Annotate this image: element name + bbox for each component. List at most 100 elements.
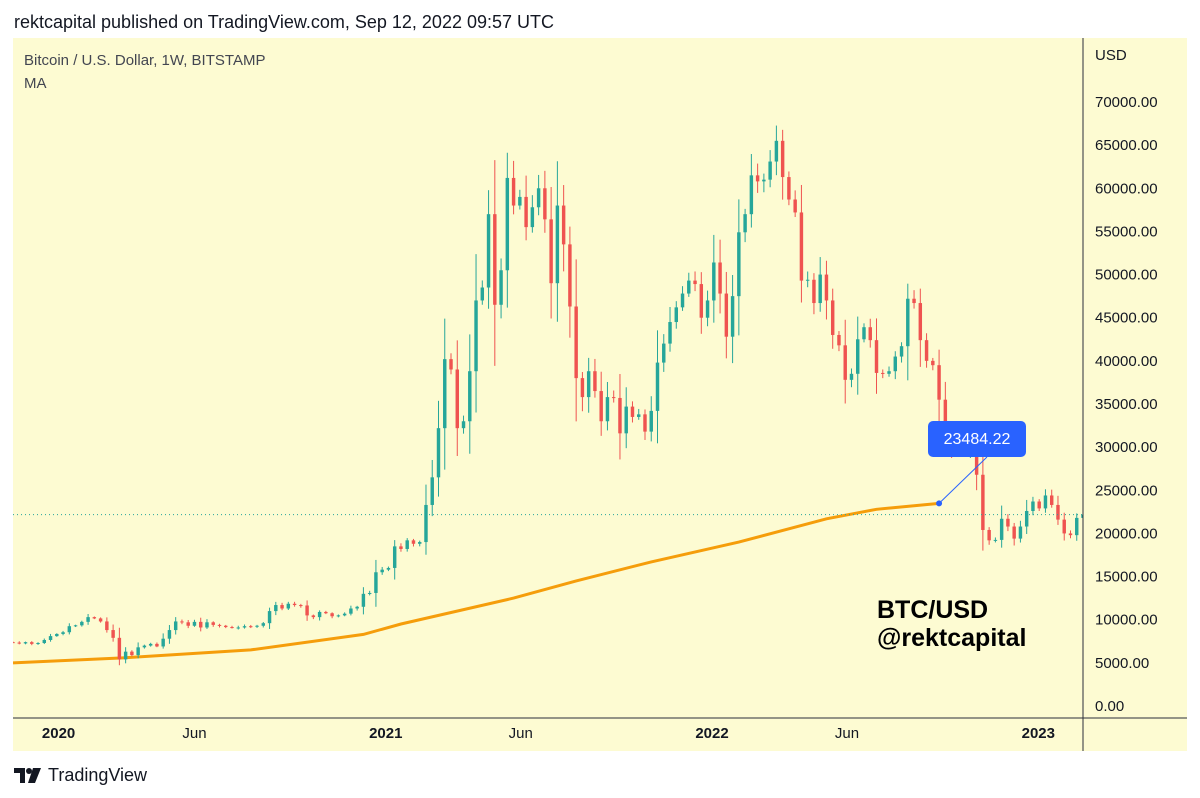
candle — [893, 351, 898, 380]
candle — [918, 288, 923, 367]
candle — [511, 160, 516, 215]
candle-body — [680, 293, 685, 308]
candle — [1031, 496, 1035, 516]
tradingview-footer[interactable]: TradingView — [14, 763, 147, 787]
candle — [499, 258, 503, 319]
candle — [718, 239, 722, 314]
candle — [67, 623, 72, 635]
candle — [436, 400, 441, 497]
candle — [493, 160, 497, 366]
candle — [505, 152, 510, 308]
candle-body — [474, 300, 478, 372]
candle — [242, 624, 247, 629]
candle-body — [499, 270, 503, 305]
price-axis-panel[interactable] — [1083, 38, 1187, 751]
candle — [330, 612, 334, 619]
candle — [474, 254, 478, 413]
candle-body — [317, 611, 322, 618]
candle — [931, 357, 935, 371]
candle-body — [762, 179, 766, 182]
callout-anchor-dot — [936, 500, 943, 507]
candle — [906, 283, 910, 381]
candle-body — [399, 546, 403, 549]
candle-body — [999, 518, 1004, 540]
candle-body — [924, 340, 929, 361]
candle-body — [693, 280, 697, 285]
candle-body — [261, 623, 266, 626]
candle-body — [349, 608, 353, 614]
candle — [361, 587, 366, 615]
watermark-author: @rektcapital — [877, 624, 1026, 652]
candle — [336, 614, 341, 618]
candle — [167, 625, 172, 644]
time-tick-label: 2023 — [1022, 725, 1055, 742]
candle-body — [86, 617, 90, 622]
candle-body — [336, 615, 341, 617]
candle — [987, 527, 991, 545]
candle-body — [130, 651, 134, 656]
candle-body — [330, 613, 334, 617]
candle-body — [1068, 533, 1073, 536]
candle-body — [480, 287, 485, 301]
ma-value-callout[interactable] — [928, 421, 1026, 457]
candle — [1068, 530, 1073, 539]
price-unit-label: USD — [1095, 47, 1127, 64]
candle — [17, 641, 21, 645]
candle-body — [586, 371, 591, 398]
symbol-title[interactable]: Bitcoin / U.S. Dollar, 1W, BITSTAMP — [24, 52, 266, 69]
candle — [136, 642, 140, 659]
candle-body — [1024, 510, 1029, 527]
candle-body — [286, 603, 291, 609]
ma-value-text: 23484.22 — [944, 431, 1011, 448]
candle — [274, 601, 278, 616]
price-tick-label: 60000.00 — [1095, 180, 1158, 197]
candle-body — [862, 327, 866, 340]
candle-body — [843, 345, 847, 380]
candle-body — [524, 196, 528, 228]
candle-body — [768, 161, 772, 180]
candle — [599, 371, 603, 436]
candle-body — [443, 359, 447, 429]
candle — [211, 621, 215, 627]
candle-body — [849, 373, 854, 380]
candle — [849, 368, 854, 388]
candle-body — [136, 647, 140, 656]
candle — [105, 617, 109, 633]
candle — [837, 331, 841, 352]
candle — [843, 319, 847, 404]
candle-body — [167, 630, 172, 639]
candle — [824, 260, 829, 320]
candle-body — [455, 369, 459, 429]
candle-body — [468, 371, 472, 422]
candle-body — [618, 397, 622, 434]
candle — [1075, 513, 1079, 541]
candle-body — [643, 414, 647, 432]
price-tick-label: 30000.00 — [1095, 439, 1158, 456]
candle-body — [818, 274, 822, 304]
candle — [1018, 520, 1023, 543]
candle-body — [123, 651, 128, 660]
candle — [1006, 514, 1010, 532]
ma-indicator-label[interactable]: MA — [24, 75, 47, 92]
candle-body — [1043, 495, 1048, 509]
candle-body — [342, 613, 347, 616]
candle — [568, 226, 572, 338]
candle-body — [324, 611, 328, 614]
candle — [549, 186, 553, 319]
candle — [123, 647, 128, 664]
candle-body — [424, 504, 428, 543]
candle — [73, 624, 78, 628]
candle — [186, 619, 190, 629]
chart-area[interactable]: 22176.006d 15h23484.22BTC/USD@rektcapita… — [13, 38, 1187, 751]
candle-body — [180, 621, 184, 623]
candle — [705, 290, 710, 327]
candle-body — [724, 293, 729, 337]
price-chart[interactable]: 22176.006d 15h23484.22BTC/USD@rektcapita… — [13, 38, 1187, 751]
candle-body — [1037, 501, 1041, 509]
published-header: rektcapital published on TradingView.com… — [14, 12, 554, 32]
candle — [173, 617, 178, 635]
candle-body — [374, 572, 378, 593]
candle — [536, 174, 541, 216]
candle-body — [148, 643, 153, 646]
candle-body — [142, 645, 147, 648]
